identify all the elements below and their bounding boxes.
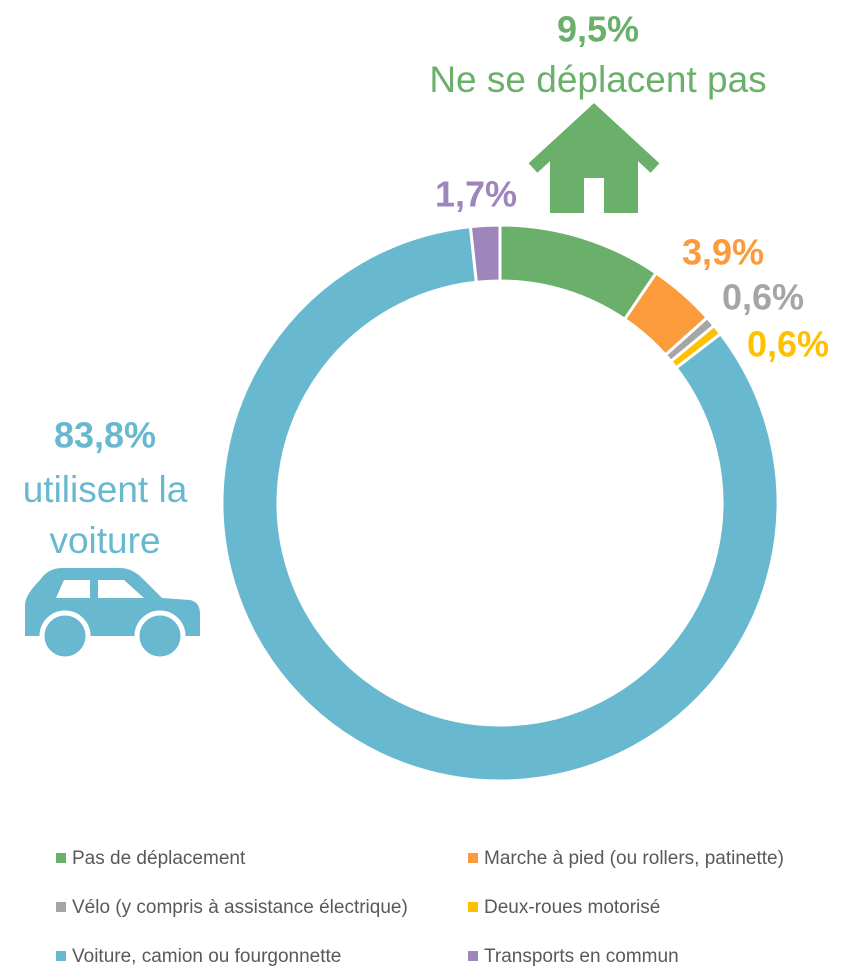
annotation: utilisent la xyxy=(23,469,188,510)
value-label: 83,8% xyxy=(54,415,156,456)
legend-label: Vélo (y compris à assistance électrique) xyxy=(72,897,408,918)
donut-segment xyxy=(220,224,780,783)
legend-label: Pas de déplacement xyxy=(72,848,246,869)
car-icon xyxy=(25,568,200,662)
legend-label: Marche à pied (ou rollers, patinette) xyxy=(484,848,784,869)
house-icon xyxy=(528,103,660,213)
donut-segment xyxy=(468,223,502,284)
legend-swatch xyxy=(468,853,478,863)
value-label: 3,9% xyxy=(682,232,764,273)
legend-swatch xyxy=(56,853,66,863)
legend-swatch xyxy=(56,902,66,912)
legend-swatch xyxy=(468,902,478,912)
legend-swatch xyxy=(56,951,66,961)
value-label: 9,5% xyxy=(557,9,639,50)
legend-swatch xyxy=(468,951,478,961)
legend-label: Deux-roues motorisé xyxy=(484,897,660,918)
value-label: 0,6% xyxy=(722,277,804,318)
annotation: Ne se déplacent pas xyxy=(429,59,766,100)
legend-label: Transports en commun xyxy=(484,946,679,966)
value-label: 1,7% xyxy=(435,174,517,215)
annotation: voiture xyxy=(49,520,160,561)
legend-label: Voiture, camion ou fourgonnette xyxy=(72,946,341,966)
value-label: 0,6% xyxy=(747,324,829,365)
legend: Pas de déplacement Marche à pied (ou roll… xyxy=(56,848,784,966)
